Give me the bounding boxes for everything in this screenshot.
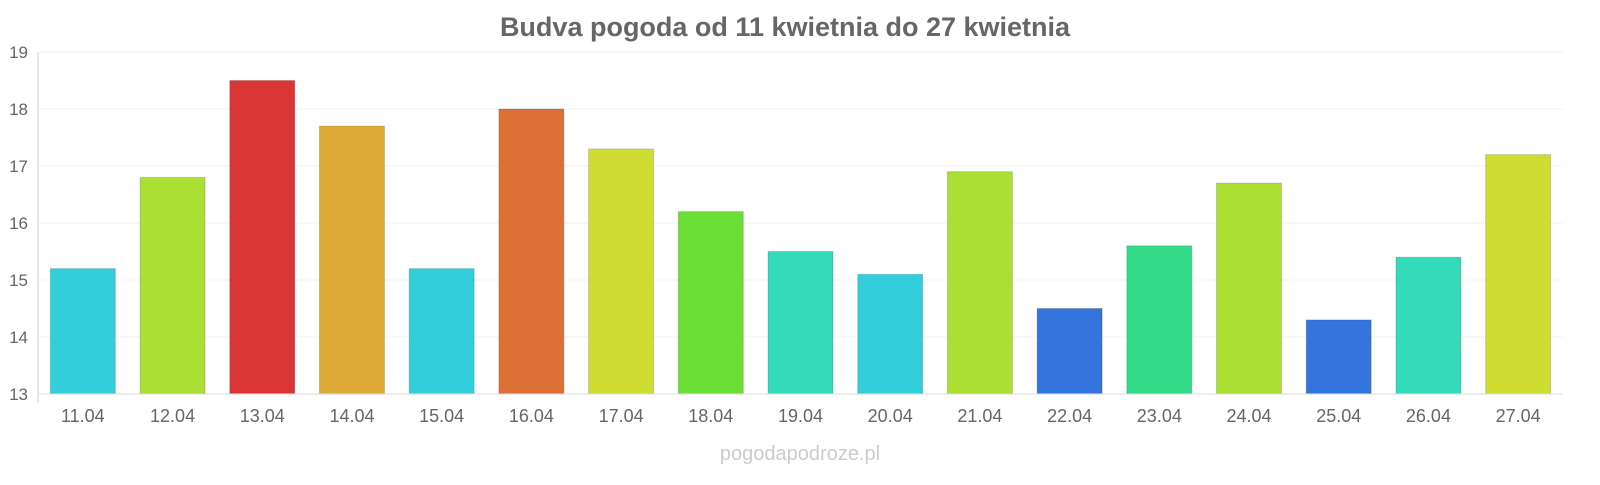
bar-21.04 xyxy=(946,171,1013,395)
watermark: pogodapodroze.pl xyxy=(720,443,880,465)
x-tick-label: 25.04 xyxy=(1316,406,1361,426)
y-tick-label: 14 xyxy=(9,328,28,347)
bar-12.04 xyxy=(139,176,206,395)
x-tick-label: 11.04 xyxy=(61,406,105,426)
x-tick-label: 22.04 xyxy=(1047,406,1092,426)
bar-25.04 xyxy=(1305,319,1372,395)
x-tick-label: 20.04 xyxy=(868,406,913,426)
chart-title: Budva pogoda od 11 kwietnia do 27 kwietn… xyxy=(500,12,1071,42)
x-tick-label: 14.04 xyxy=(329,406,374,426)
bar-23.04 xyxy=(1126,245,1193,395)
bar-17.04 xyxy=(588,148,655,395)
x-tick-label: 21.04 xyxy=(957,406,1002,426)
bar-14.04 xyxy=(318,125,385,395)
x-tick-label: 16.04 xyxy=(509,406,554,426)
x-tick-label: 18.04 xyxy=(688,406,733,426)
x-tick-label: 17.04 xyxy=(599,406,644,426)
bar-15.04 xyxy=(408,268,475,395)
x-tick-label: 24.04 xyxy=(1227,406,1272,426)
bar-13.04 xyxy=(229,80,296,395)
y-tick-label: 15 xyxy=(9,271,28,290)
x-tick-label: 27.04 xyxy=(1496,406,1541,426)
y-tick-label: 18 xyxy=(9,100,28,119)
x-tick-label: 26.04 xyxy=(1406,406,1451,426)
bar-16.04 xyxy=(498,108,565,395)
bar-18.04 xyxy=(677,211,744,395)
x-tick-label: 13.04 xyxy=(240,406,285,426)
x-tick-label: 15.04 xyxy=(419,406,464,426)
bar-24.04 xyxy=(1216,182,1283,395)
bar-22.04 xyxy=(1036,308,1103,395)
x-tick-label: 23.04 xyxy=(1137,406,1182,426)
y-tick-label: 13 xyxy=(9,385,28,404)
bar-20.04 xyxy=(857,273,924,395)
y-tick-label: 16 xyxy=(9,214,28,233)
x-tick-label: 12.04 xyxy=(150,406,195,426)
x-tick-label: 19.04 xyxy=(778,406,823,426)
bar-27.04 xyxy=(1485,154,1552,395)
y-tick-label: 17 xyxy=(9,157,28,176)
bar-26.04 xyxy=(1395,256,1462,395)
bar-19.04 xyxy=(767,251,834,395)
bar-11.04 xyxy=(49,268,116,395)
y-tick-label: 19 xyxy=(9,43,28,62)
